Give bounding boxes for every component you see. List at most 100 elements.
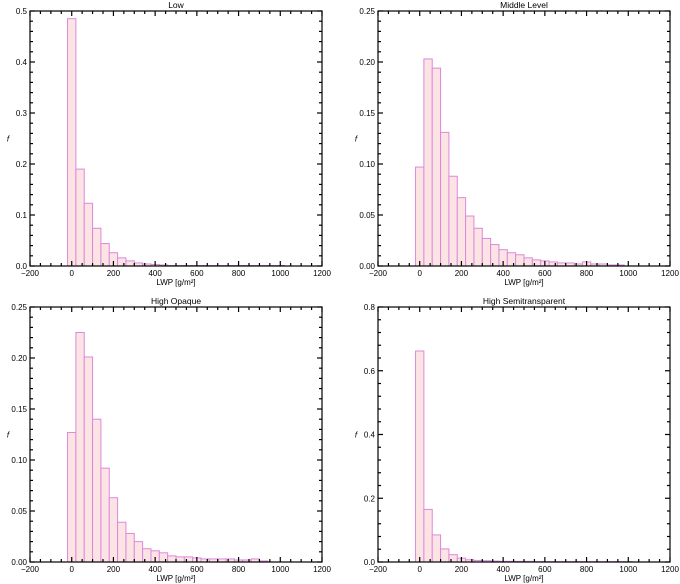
x-axis: −200 0 200 400 600 800 1000 1200 LWP [g/m²] — [21, 307, 331, 583]
x-tick-label: 600 — [190, 565, 204, 574]
histogram-bar — [100, 467, 110, 563]
x-tick-label: 1000 — [271, 565, 289, 574]
x-tick-label: 800 — [232, 565, 246, 574]
x-tick-label: 600 — [538, 269, 552, 278]
y-tick-label: 0.10 — [359, 160, 375, 169]
x-tick-label: 0 — [417, 565, 422, 574]
x-tick-label: 1000 — [619, 565, 637, 574]
x-tick-label: 600 — [190, 269, 204, 278]
y-tick-label: 0.10 — [11, 456, 27, 465]
y-axis-label: f — [355, 431, 358, 440]
y-tick-label: 0.5 — [16, 7, 28, 16]
histogram-bar — [133, 541, 144, 563]
histogram-bar — [490, 244, 500, 267]
x-tick-label: 0 — [69, 565, 74, 574]
histogram-bar — [167, 555, 177, 563]
x-tick-label: 200 — [107, 565, 121, 574]
y-tick-label: 0.3 — [16, 109, 28, 118]
histogram-bar — [83, 202, 94, 267]
x-tick-label: 1000 — [271, 269, 289, 278]
histogram-bar — [481, 237, 492, 267]
histogram-bar — [515, 254, 525, 267]
panel-title: High Opaque — [151, 296, 201, 306]
x-tick-label: 1200 — [313, 269, 331, 278]
x-tick-label: 1000 — [619, 269, 637, 278]
histogram-bar — [125, 532, 135, 563]
histogram-bar — [415, 166, 425, 267]
y-tick-label: 0.4 — [16, 58, 28, 67]
y-axis: 0.0 0.2 0.4 0.6 0.8 f — [355, 303, 670, 567]
histogram-bar — [67, 18, 77, 267]
y-tick-label: 0.00 — [359, 262, 375, 271]
histogram-bar — [100, 243, 110, 267]
histogram-bar — [415, 350, 425, 563]
x-tick-label: 800 — [232, 269, 246, 278]
y-axis-label: f — [355, 135, 358, 144]
x-tick-label: 0 — [417, 269, 422, 278]
y-axis: 0.00 0.05 0.10 0.15 0.20 0.25 f — [7, 303, 322, 567]
x-axis-label: LWP [g/m²] — [156, 574, 195, 583]
y-tick-label: 0.25 — [11, 303, 27, 312]
histogram-bar — [92, 418, 102, 563]
histogram-bar — [440, 548, 450, 563]
histogram-bar — [448, 554, 458, 563]
y-tick-label: 0.2 — [16, 160, 28, 169]
histogram-bar — [431, 534, 442, 563]
x-tick-label: 200 — [455, 269, 469, 278]
histogram-bars — [67, 332, 269, 563]
x-tick-label: 600 — [538, 565, 552, 574]
histogram-bar — [83, 356, 94, 563]
y-tick-label: 0.4 — [364, 431, 376, 440]
y-axis-label: f — [7, 135, 10, 144]
y-axis: 0.00 0.05 0.10 0.15 0.20 0.25 f — [355, 7, 670, 271]
y-tick-label: 0.0 — [16, 262, 28, 271]
x-tick-label: −200 — [369, 565, 388, 574]
x-tick-label: 200 — [455, 565, 469, 574]
y-tick-label: 0.8 — [364, 303, 376, 312]
histogram-bar — [431, 67, 442, 267]
x-tick-label: −200 — [21, 565, 40, 574]
x-axis: −200 0 200 400 600 800 1000 1200 LWP [g/m²] — [369, 307, 679, 583]
x-axis: −200 0 200 400 600 800 1000 1200 LWP [g/m²] — [21, 11, 331, 287]
x-axis: −200 0 200 400 600 800 1000 1200 LWP [g/m²] — [369, 11, 679, 287]
histogram-bar — [75, 332, 85, 563]
histogram-bar — [440, 131, 450, 267]
x-tick-label: 1200 — [661, 269, 679, 278]
histogram-bar — [465, 215, 475, 267]
y-tick-label: 0.05 — [11, 507, 27, 516]
x-axis-label: LWP [g/m²] — [504, 574, 543, 583]
x-tick-label: 800 — [580, 565, 594, 574]
y-tick-label: 0.20 — [11, 354, 27, 363]
panel-title: High Semitransparent — [483, 296, 566, 306]
x-axis-label: LWP [g/m²] — [156, 278, 195, 287]
histogram-bar — [125, 260, 135, 267]
x-tick-label: 800 — [580, 269, 594, 278]
x-tick-label: 400 — [496, 565, 510, 574]
y-tick-label: 0.15 — [11, 405, 27, 414]
histogram-bar — [531, 259, 542, 267]
histogram-bar — [75, 168, 85, 267]
histogram-bars — [67, 18, 285, 267]
histogram-bar — [473, 227, 483, 267]
histogram-bar — [142, 548, 152, 563]
histogram-bar — [175, 556, 185, 563]
histogram-bar — [456, 197, 467, 267]
panel-title: Low — [168, 0, 184, 10]
y-tick-label: 0.25 — [359, 7, 375, 16]
histogram-bar — [67, 431, 77, 563]
histogram-bar — [92, 227, 102, 267]
y-tick-label: 0.6 — [364, 367, 376, 376]
y-tick-label: 0.1 — [16, 211, 28, 220]
x-tick-label: −200 — [369, 269, 388, 278]
histogram-bar — [117, 257, 127, 267]
histogram-bar — [423, 508, 433, 563]
histogram-bar — [158, 552, 169, 563]
histogram-bar — [117, 521, 127, 563]
histogram-bar — [423, 58, 433, 267]
x-tick-label: −200 — [21, 269, 40, 278]
histogram-bar — [506, 252, 517, 267]
